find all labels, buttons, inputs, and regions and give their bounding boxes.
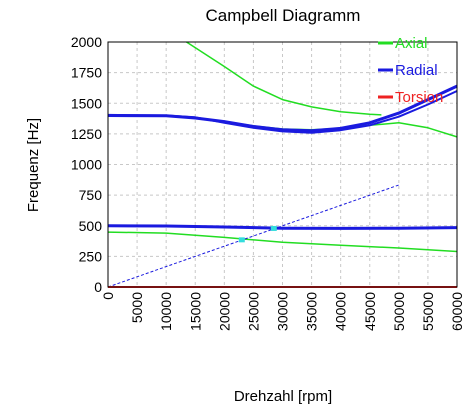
series-line-6	[107, 184, 399, 288]
legend-label-radial: Radial	[395, 62, 438, 79]
x-tick-label-9: 45000	[362, 292, 378, 331]
x-tick-label-2: 10000	[158, 292, 174, 331]
x-tick-label-10: 50000	[391, 292, 407, 331]
x-tick-label-6: 30000	[275, 292, 291, 331]
x-tick-labels: 0 5000 10000 15000 20000 25000 30000 35000 40000…	[100, 292, 465, 331]
y-tick-label-6: 1500	[71, 95, 102, 111]
y-tick-label-4: 1000	[71, 157, 102, 173]
x-tick-label-4: 20000	[216, 292, 232, 331]
y-tick-labels: 0 250 500 750 1000 1250 1500 1750 2000	[71, 34, 102, 295]
intersection-marker-1	[270, 225, 277, 231]
series-line-3	[107, 224, 458, 230]
y-tick-label-7: 1750	[71, 65, 102, 81]
x-axis-label: Drehzahl [rpm]	[234, 388, 332, 405]
series-line-5	[107, 90, 458, 134]
legend: Axial Radial Torsion	[378, 35, 443, 106]
y-tick-label-3: 750	[79, 187, 103, 203]
x-tick-label-8: 40000	[333, 292, 349, 331]
intersection-marker-0	[238, 237, 245, 243]
chart-title: Campbell Diagramm	[206, 6, 361, 25]
legend-label-axial: Axial	[395, 35, 428, 52]
y-tick-label-5: 1250	[71, 126, 102, 142]
grid	[107, 41, 458, 288]
x-tick-label-3: 15000	[187, 292, 203, 331]
y-tick-label-8: 2000	[71, 34, 102, 50]
x-tick-label-5: 25000	[245, 292, 261, 331]
y-tick-label-2: 500	[79, 218, 103, 234]
y-axis-label: Frequenz [Hz]	[25, 118, 42, 212]
intersection-markers	[238, 225, 277, 243]
legend-label-torsion: Torsion	[395, 89, 443, 106]
y-tick-label-0: 0	[94, 279, 102, 295]
y-tick-label-1: 250	[79, 248, 103, 264]
x-tick-label-12: 60000	[449, 292, 465, 331]
series-line-1	[186, 41, 382, 116]
x-tick-label-1: 5000	[129, 292, 145, 323]
x-tick-label-7: 35000	[304, 292, 320, 331]
plot-frame	[107, 41, 458, 288]
x-tick-label-0: 0	[100, 292, 116, 300]
x-tick-label-11: 55000	[420, 292, 436, 331]
series-line-0	[107, 231, 458, 253]
